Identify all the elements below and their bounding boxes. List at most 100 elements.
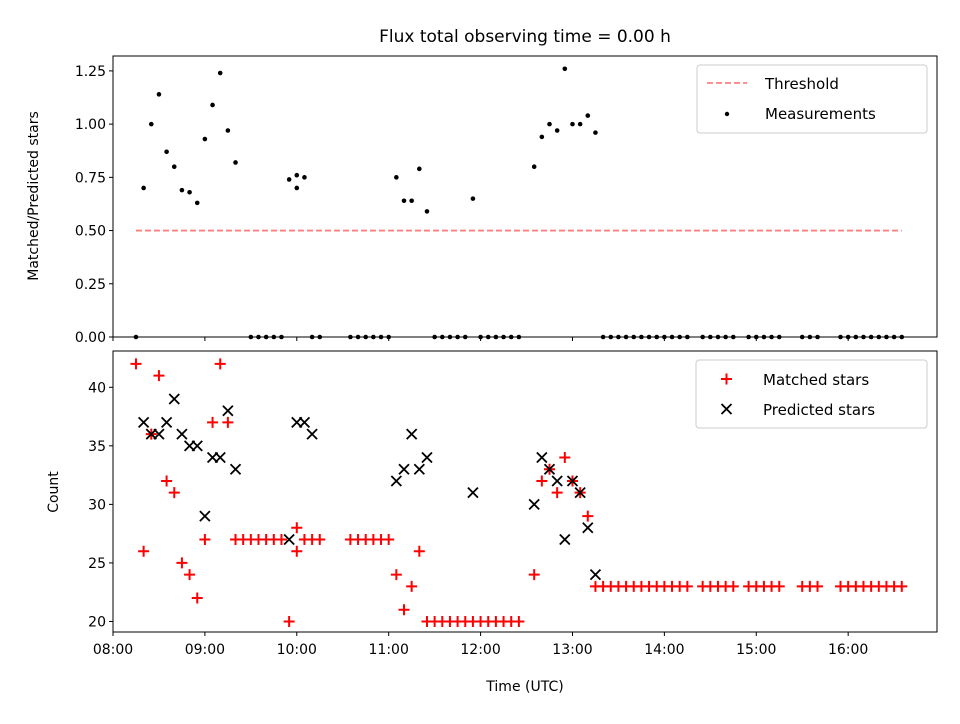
- measurement-point: [179, 187, 185, 193]
- measurement-point: [187, 189, 192, 195]
- measurement-point: [263, 334, 269, 340]
- x-tick-label: 11:00: [369, 642, 409, 658]
- measurement-point: [217, 70, 223, 76]
- predicted-star-point: [413, 463, 425, 475]
- x-tick-label: 15:00: [736, 642, 776, 658]
- measurement-point: [194, 200, 200, 206]
- matched-star-point: [536, 475, 548, 487]
- predicted-star-point: [199, 510, 211, 522]
- y-tick-label: 35: [88, 439, 106, 455]
- measurement-point: [570, 121, 575, 127]
- measurement-point: [899, 334, 905, 340]
- y-tick-label: 1.25: [75, 64, 106, 80]
- y-tick-label: 25: [88, 556, 106, 572]
- measurement-point: [639, 334, 644, 340]
- ratio-panel: 0.00 0.25 0.50 0.75 1.00 1.25 Matched/Predict…: [26, 55, 938, 346]
- predicted-star-point: [543, 463, 556, 475]
- predicted-star-point: [283, 533, 295, 546]
- predicted-star-point: [176, 428, 188, 440]
- legend-threshold-label: Threshold: [764, 75, 839, 93]
- predicted-star-point: [589, 568, 602, 581]
- measurement-point: [294, 185, 300, 191]
- predicted-star-point: [398, 463, 410, 475]
- measurement-point: [271, 334, 277, 340]
- matched-star-point: [896, 580, 908, 592]
- ratio-panel-x-ticks: [112, 337, 849, 341]
- measurement-point: [531, 164, 537, 169]
- measurement-point: [309, 334, 315, 340]
- measurement-point: [669, 334, 675, 340]
- ratio-legend-box: [696, 64, 928, 134]
- measurement-point: [233, 160, 238, 165]
- measurement-point: [493, 334, 499, 340]
- matched-star-point: [582, 510, 594, 522]
- measurement-point: [508, 334, 514, 340]
- measurement-point: [424, 209, 430, 214]
- chart-title: Flux total observing time = 0.00 h: [379, 27, 671, 47]
- predicted-star-point: [551, 475, 563, 487]
- measurement-point: [133, 334, 139, 340]
- predicted-star-point: [574, 487, 586, 499]
- matched-star-point: [283, 615, 295, 627]
- measurement-point: [876, 334, 882, 340]
- count-panel-x-ticks: 08:00 09:00 10:00 11:00 12:00 13:00 14:00 15:00…: [93, 632, 868, 658]
- matched-star-point: [528, 569, 540, 581]
- matched-star-point: [222, 416, 234, 428]
- measurement-point: [455, 334, 460, 340]
- predicted-star-point: [566, 475, 579, 487]
- predicted-star-point: [582, 522, 594, 534]
- measurement-point: [401, 198, 407, 204]
- measurement-point: [838, 334, 843, 340]
- predicted-star-point: [528, 498, 540, 511]
- measurement-point: [210, 102, 215, 108]
- legend-matched-label: Matched stars: [763, 371, 869, 389]
- legend-predicted-swatch: [720, 403, 733, 415]
- measurement-point: [485, 334, 491, 340]
- legend-matched-swatch: [721, 373, 732, 385]
- x-tick-label: 14:00: [644, 642, 684, 658]
- measurement-point: [708, 334, 713, 340]
- matched-star-point: [406, 580, 418, 592]
- matched-star-point: [207, 416, 219, 428]
- measurement-point: [156, 92, 162, 97]
- measurement-point: [141, 185, 146, 191]
- matched-star-point: [191, 592, 203, 604]
- ratio-panel-y-ticks: 0.00 0.25 0.50 0.75 1.00 1.25: [75, 64, 113, 346]
- measurement-point: [279, 334, 284, 340]
- measurement-point: [501, 334, 506, 340]
- measurement-point: [355, 334, 361, 340]
- matched-star-point: [161, 475, 173, 487]
- count-panel-y-ticks: 20 25 30 35 40: [88, 380, 113, 630]
- measurement-point: [884, 334, 889, 340]
- predicted-star-point: [222, 405, 234, 417]
- measurement-point: [248, 334, 254, 340]
- predicted-star-point: [390, 475, 402, 487]
- predicted-star-point: [191, 440, 203, 452]
- measurement-point: [608, 334, 614, 340]
- y-tick-label: 20: [88, 614, 106, 630]
- y-tick-label: 0.25: [75, 277, 106, 293]
- matched-star-point: [681, 580, 693, 592]
- measurement-point: [462, 334, 468, 340]
- measurement-point: [799, 334, 805, 340]
- matched-star-point: [773, 580, 785, 592]
- matched-star-point: [138, 545, 150, 557]
- predicted-star-point: [421, 451, 433, 464]
- measurement-point: [363, 334, 369, 340]
- count-legend-box: [695, 359, 928, 429]
- measurement-point: [853, 334, 859, 340]
- measurement-point: [600, 334, 606, 340]
- predicted-star-point: [559, 533, 571, 546]
- measurement-point: [417, 166, 422, 172]
- measurement-point: [715, 334, 721, 340]
- count-panel-marks: [130, 358, 908, 627]
- predicted-star-point: [536, 451, 548, 464]
- measurement-point: [677, 334, 682, 340]
- measurement-point: [539, 134, 545, 140]
- predicted-star-point: [229, 463, 242, 475]
- measurement-point: [646, 334, 652, 340]
- matched-star-point: [513, 615, 525, 627]
- predicted-star-point: [137, 416, 150, 429]
- y-tick-label: 0.75: [75, 170, 106, 186]
